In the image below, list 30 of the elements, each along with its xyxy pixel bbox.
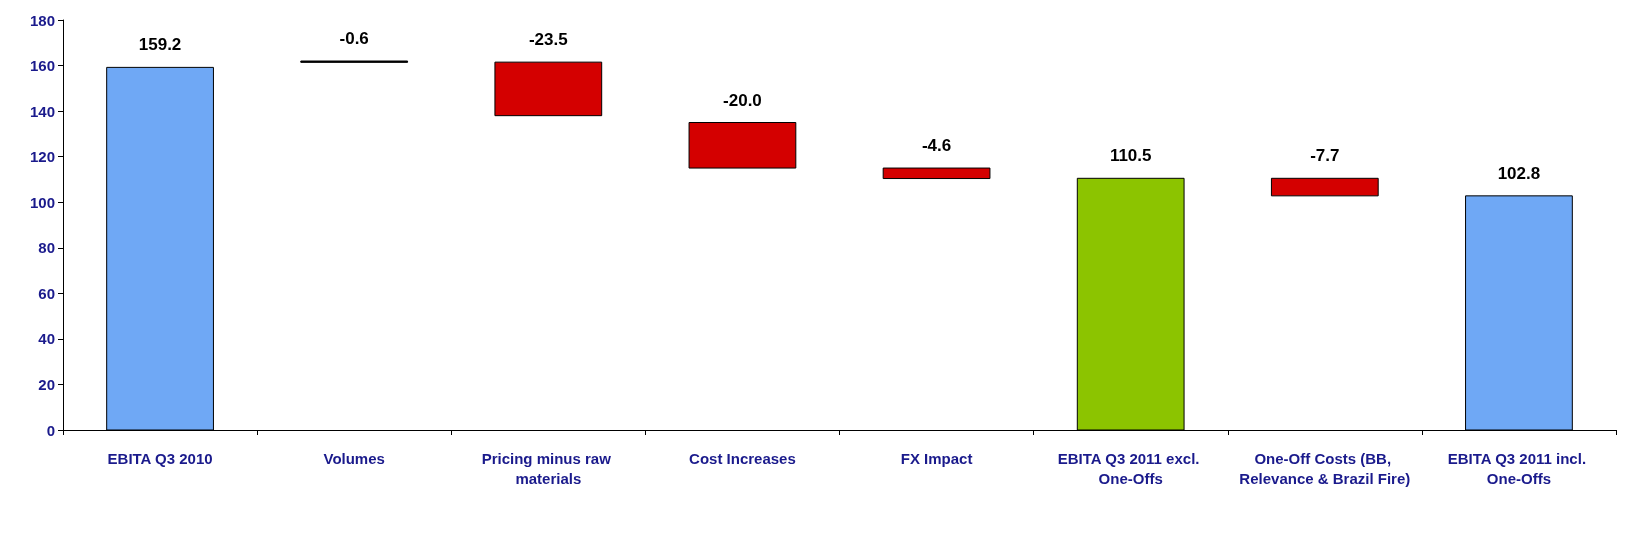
x-tick-label: EBITA Q3 2011 incl. One-Offs	[1447, 449, 1591, 487]
y-tick-label: 0	[46, 421, 55, 439]
bar	[688, 122, 797, 169]
data-label: 110.5	[1109, 146, 1152, 166]
y-tick-label: 160	[29, 57, 55, 75]
y-tick-label: 180	[29, 11, 55, 29]
y-tick-label: 60	[38, 284, 55, 302]
bar	[1270, 177, 1379, 197]
y-tick-label: 100	[29, 193, 55, 211]
data-label: -0.6	[339, 29, 369, 48]
x-tick-label: Pricing minus raw materials	[481, 449, 615, 487]
y-tick-label: 80	[38, 239, 55, 257]
x-tick-label: Volumes	[323, 449, 385, 467]
x-tick-label: EBITA Q3 2011 excl. One-Offs	[1057, 449, 1204, 487]
x-tick-label: EBITA Q3 2010	[107, 449, 213, 467]
data-label: -4.6	[921, 136, 952, 156]
y-tick-label: 40	[38, 330, 55, 348]
data-label: -23.5	[528, 30, 568, 50]
data-label: -7.7	[1310, 146, 1340, 166]
data-label: 102.8	[1497, 163, 1541, 183]
bar	[882, 167, 991, 180]
x-tick-label: FX Impact	[900, 449, 973, 467]
x-tick-label: Cost Increases	[689, 449, 796, 467]
y-tick-label: 120	[29, 148, 55, 166]
data-label: 159.2	[138, 35, 182, 55]
data-label: -20.0	[723, 90, 762, 110]
y-tick-label: 20	[38, 375, 55, 393]
bar	[494, 61, 603, 117]
x-tick-label: One-Off Costs (BB, Relevance & Brazil Fire)	[1239, 449, 1411, 487]
y-tick-label: 140	[29, 102, 55, 120]
